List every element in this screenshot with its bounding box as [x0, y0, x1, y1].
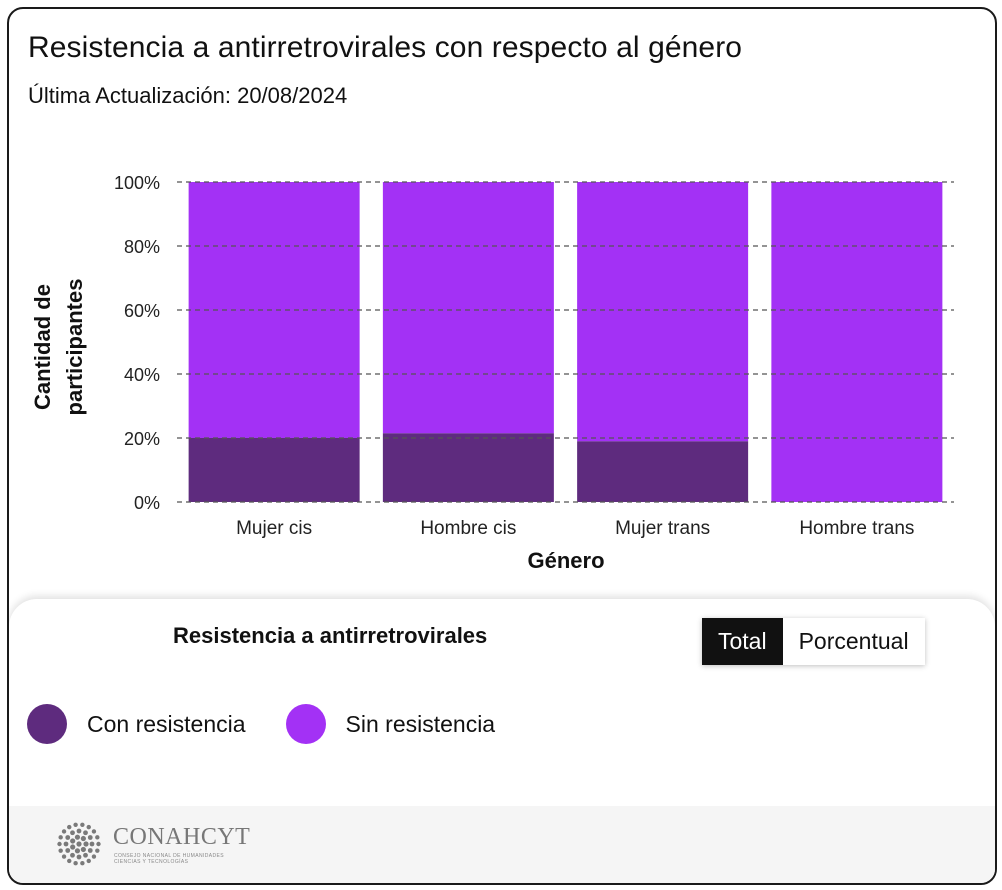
- logo-dot: [83, 852, 88, 858]
- logo-dot: [65, 848, 71, 853]
- logo-dot: [76, 841, 82, 847]
- logo-dot: [74, 848, 81, 854]
- logo-dot: [91, 829, 97, 834]
- logo-subtext-line-2: CIENCIAS Y TECNOLOGÍAS: [114, 859, 189, 865]
- y-tick-label: 80%: [124, 237, 160, 257]
- toggle-percent-button[interactable]: Porcentual: [782, 618, 925, 665]
- bars-layer: [188, 182, 943, 502]
- y-tick-label: 60%: [124, 301, 160, 321]
- logo-dot: [76, 854, 82, 860]
- logo-dot: [83, 841, 89, 847]
- legend-panel: Resistencia a antirretrovirales Total Po…: [9, 599, 995, 809]
- logo-subtext: CONSEJO NACIONAL DE HUMANIDADES CIENCIAS…: [114, 853, 224, 865]
- logo-dot: [65, 835, 71, 840]
- logo-dot: [73, 822, 78, 827]
- logo-dot: [86, 824, 91, 830]
- logo-dot: [63, 841, 69, 847]
- logo-dot: [67, 858, 72, 864]
- logo-dot: [58, 835, 63, 840]
- chart-card: Resistencia a antirretrovirales con resp…: [7, 7, 997, 885]
- logo-dot: [91, 854, 97, 859]
- x-axis-label: Género: [527, 548, 604, 573]
- logo-dot: [87, 835, 93, 840]
- logo-dot: [70, 838, 76, 844]
- logo-dot: [83, 830, 88, 836]
- y-axis-label-line-2: participantes: [62, 279, 87, 416]
- page-title: Resistencia a antirretrovirales con resp…: [28, 31, 743, 64]
- y-tick-label: 40%: [124, 365, 160, 385]
- logo-dot: [74, 834, 81, 840]
- y-axis-ticks: 0% 20% 40% 60% 80% 100%: [114, 173, 160, 513]
- x-tick-label: Mujer trans: [615, 518, 710, 539]
- logo-dot: [70, 830, 75, 836]
- logo-dot: [80, 822, 85, 827]
- logo-text: CONAHCYT: [113, 824, 251, 850]
- logo-dot: [95, 848, 100, 853]
- legend-swatch-sin-resistencia: [285, 704, 326, 744]
- x-tick-label: Hombre cis: [420, 518, 516, 539]
- bar-con-1[interactable]: [382, 433, 554, 502]
- bar-con-2[interactable]: [577, 441, 749, 502]
- x-tick-label: Mujer cis: [236, 518, 312, 539]
- y-axis-label-line-1: Cantidad de: [30, 284, 55, 410]
- logo-dot: [87, 848, 93, 853]
- y-tick-label: 0%: [134, 493, 160, 513]
- bar-con-0[interactable]: [188, 438, 360, 502]
- last-update-label: Última Actualización: 20/08/2024: [28, 83, 348, 108]
- logo-dot: [57, 841, 62, 847]
- stacked-bar-chart: 0%20%40%60%80%100% Mujer cis Hombre cis Mu…: [30, 173, 954, 573]
- logo-dot: [96, 841, 101, 847]
- logo-dot: [70, 844, 76, 850]
- y-tick-label: 20%: [124, 429, 160, 449]
- legend-items: Con resistencia Sin resistencia: [27, 704, 535, 744]
- x-axis-ticks: Mujer cis Hombre cis Mujer trans Hombre tra…: [236, 518, 914, 539]
- conahcyt-logo-icon: [57, 822, 101, 866]
- logo-dot: [73, 861, 78, 866]
- logo-dot: [76, 828, 82, 834]
- legend-item-con-resistencia[interactable]: Con resistencia: [27, 704, 246, 744]
- logo-dot: [67, 824, 72, 830]
- y-tick-label: 100%: [114, 173, 160, 193]
- logo-subtext-line-1: CONSEJO NACIONAL DE HUMANIDADES: [114, 853, 225, 859]
- x-tick-label: Hombre trans: [799, 518, 914, 539]
- bar-sin-2[interactable]: [577, 182, 749, 442]
- legend-label: Sin resistencia: [345, 710, 496, 737]
- legend-item-sin-resistencia[interactable]: Sin resistencia: [285, 704, 496, 744]
- grid-layer: [177, 181, 954, 503]
- legend-title: Resistencia a antirretrovirales: [173, 623, 488, 648]
- logo-dot: [86, 858, 91, 864]
- toggle-total-button[interactable]: Total: [702, 618, 783, 665]
- bar-sin-3[interactable]: [771, 182, 943, 502]
- logo-dot: [89, 841, 95, 847]
- logo-dot: [61, 854, 67, 859]
- logo-dot: [80, 846, 86, 853]
- logo-dot: [58, 848, 63, 853]
- legend-swatch-con-resistencia: [27, 704, 67, 744]
- logo-dot: [80, 835, 86, 842]
- logo-dot: [95, 835, 100, 840]
- footer: CONAHCYT CONSEJO NACIONAL DE HUMANIDADES…: [9, 806, 995, 883]
- bar-sin-1[interactable]: [382, 182, 554, 434]
- logo-dot: [80, 861, 85, 866]
- legend-label: Con resistencia: [87, 710, 246, 737]
- view-toggle: Total Porcentual: [702, 618, 925, 665]
- logo-dot: [70, 852, 75, 858]
- logo-dot: [61, 829, 67, 834]
